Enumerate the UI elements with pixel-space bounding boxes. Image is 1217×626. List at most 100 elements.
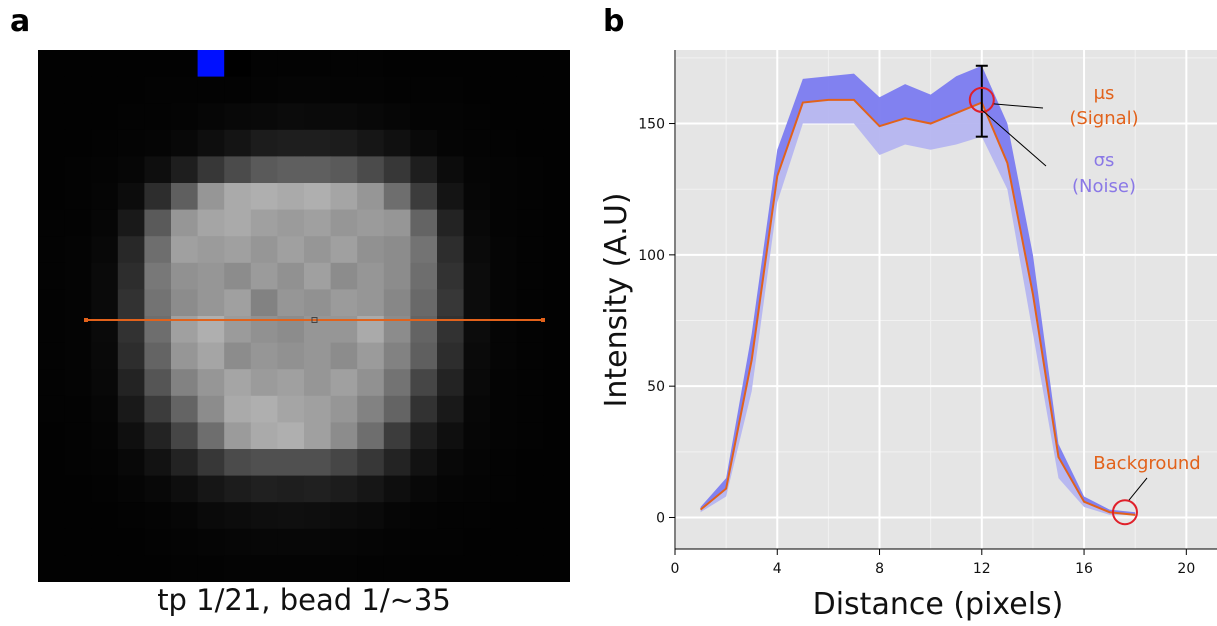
image-pixel [410,236,438,264]
x-tick-label: 12 [973,561,991,577]
image-pixel [410,342,438,370]
image-pixel [144,502,172,530]
image-pixel [250,528,278,556]
image-pixel [144,342,172,370]
image-pixel [144,129,172,157]
image-pixel [117,129,145,157]
image-pixel [516,555,544,582]
image-pixel [357,209,385,237]
image-pixel [91,50,119,78]
image-pixel [463,262,491,290]
image-pixel [197,209,225,237]
image-pixel [437,342,465,370]
image-pixel [490,156,518,184]
image-pixel [437,156,465,184]
image-pixel [250,475,278,503]
image-pixel [357,502,385,530]
image-pixel [38,475,66,503]
image-pixel [410,103,438,131]
image-pixel [250,76,278,104]
image-pixel [91,369,119,397]
image-pixel [277,50,305,78]
image-pixel [197,449,225,477]
image-pixel [171,103,199,131]
image-pixel [330,183,358,211]
annotations: μs (Signal) σs (Noise) Background [1069,83,1200,474]
image-pixel [91,183,119,211]
image-pixel [64,475,92,503]
image-pixel [516,129,544,157]
image-pixel [304,449,332,477]
image-pixel [117,289,145,317]
image-pixel [38,528,66,556]
image-pixel [91,236,119,264]
image-pixel [330,555,358,582]
image-pixel [410,76,438,104]
image-pixel [277,129,305,157]
image-pixel [490,209,518,237]
image-pixel [463,502,491,530]
image-pixel [250,395,278,423]
image-pixel [277,449,305,477]
image-pixel [171,369,199,397]
image-pixel [437,262,465,290]
image-pixel [277,76,305,104]
image-pixel [144,76,172,104]
image-pixel [437,369,465,397]
image-pixel [383,369,411,397]
image-pixel [250,289,278,317]
image-pixel [490,395,518,423]
image-pixel [357,555,385,582]
image-pixel [64,449,92,477]
image-pixel [38,502,66,530]
image-pixel [250,369,278,397]
image-pixel [304,76,332,104]
image-pixel [224,103,252,131]
profile-line-end [541,318,545,322]
image-pixel [304,183,332,211]
image-pixel [490,236,518,264]
mean-line [699,98,1136,516]
image-pixel [197,236,225,264]
image-pixel [463,555,491,582]
image-pixel [91,342,119,370]
x-axis-title: Distance (pixels) [813,587,1064,622]
image-pixel [277,555,305,582]
image-pixel [117,528,145,556]
image-pixel [357,50,385,78]
noise-symbol: σs [1094,150,1115,171]
image-pixel [38,236,66,264]
image-pixel [357,528,385,556]
image-pixel [383,129,411,157]
image-pixel [38,342,66,370]
image-pixel [357,475,385,503]
image-pixel [171,422,199,450]
image-pixel [91,528,119,556]
image-pixel [330,395,358,423]
image-pixel [277,502,305,530]
image-pixel [224,50,252,78]
image-pixel [437,422,465,450]
image-pixel [224,129,252,157]
image-pixel [490,183,518,211]
signal-symbol: μs [1094,83,1115,104]
image-pixel [91,555,119,582]
image-pixel [543,103,570,131]
image-pixel [144,369,172,397]
image-pixel [64,555,92,582]
image-pixel [383,395,411,423]
image-pixel [64,103,92,131]
image-pixel [543,236,570,264]
image-pixel [224,395,252,423]
image-pixel [410,129,438,157]
x-tick-label: 4 [773,561,782,577]
image-pixel [224,342,252,370]
image-pixel [490,129,518,157]
image-pixel [64,129,92,157]
image-pixel [224,76,252,104]
image-pixel [304,528,332,556]
image-pixel [357,369,385,397]
image-pixel [437,395,465,423]
image-pixel [250,502,278,530]
